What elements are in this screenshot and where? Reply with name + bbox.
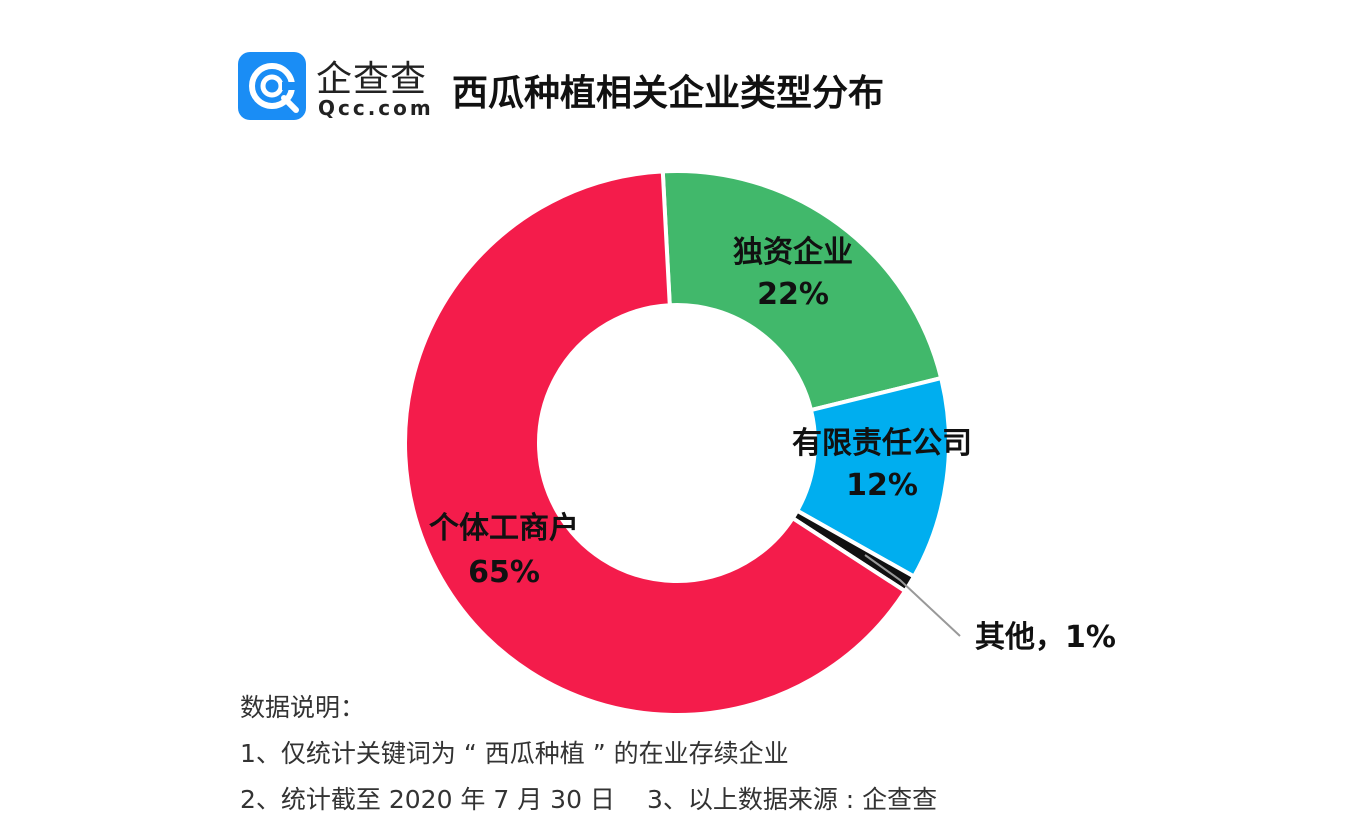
brand-name: 企查查 xyxy=(316,59,428,100)
chart-title: 西瓜种植相关企业类型分布 xyxy=(452,73,885,114)
brand-domain: Qcc.com xyxy=(318,96,434,120)
other-callout-line xyxy=(864,554,961,637)
qcc-logo-icon xyxy=(238,52,306,120)
data-notes: 数据说明： 1、仅统计关键词为 “ 西瓜种植 ” 的在业存续企业 2、统计截至 … xyxy=(240,685,937,823)
slice-label-sole-proprietorship: 独资企业 xyxy=(733,235,853,270)
slice-sole-proprietorship xyxy=(660,169,944,413)
slice-callout-other: 其他，1% xyxy=(975,620,1116,655)
slice-value-individual-business: 65% xyxy=(468,555,540,590)
notes-line-2: 2、统计截至 2020 年 7 月 30 日 3、以上数据来源 : 企查查 xyxy=(240,777,937,823)
slice-individual-business xyxy=(403,169,908,717)
slice-label-limited-liability: 有限责任公司 xyxy=(792,426,972,461)
notes-line-1: 1、仅统计关键词为 “ 西瓜种植 ” 的在业存续企业 xyxy=(240,739,789,768)
notes-date: 2、统计截至 2020 年 7 月 30 日 xyxy=(240,785,615,814)
slice-value-sole-proprietorship: 22% xyxy=(757,277,829,312)
notes-heading: 数据说明： xyxy=(240,693,366,722)
notes-source: 3、以上数据来源 : 企查查 xyxy=(646,785,938,814)
slice-value-limited-liability: 12% xyxy=(846,468,918,503)
slice-label-individual-business: 个体工商户 xyxy=(429,511,579,546)
